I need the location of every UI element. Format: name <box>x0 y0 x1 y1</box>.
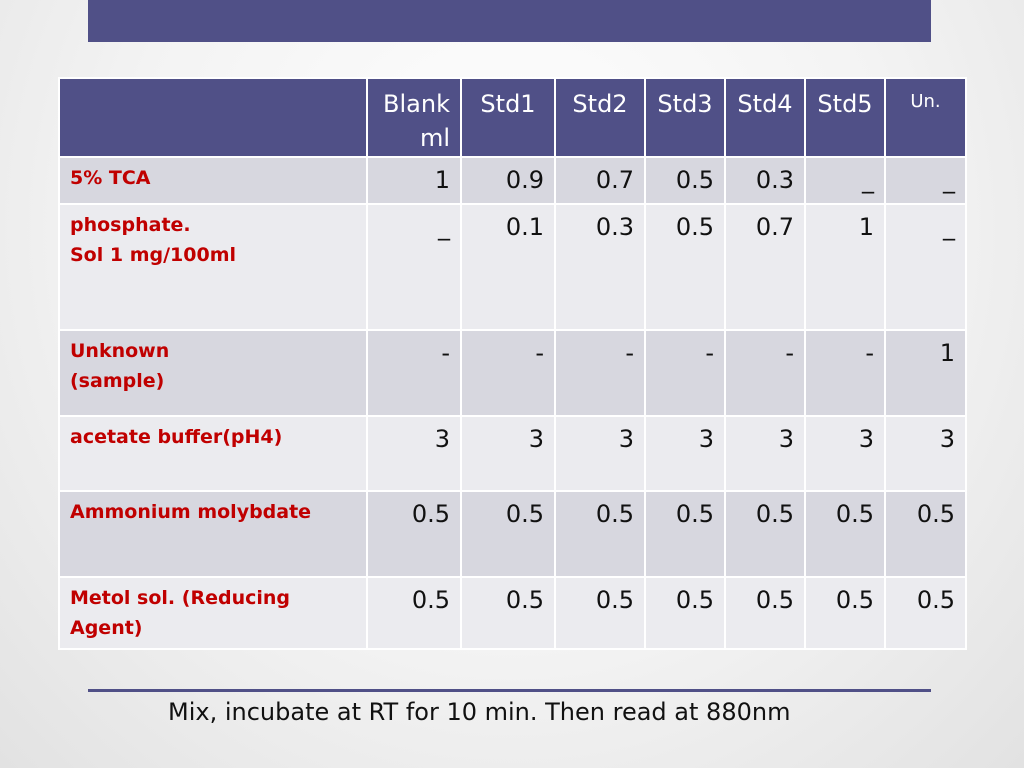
cell-value: _ <box>884 156 967 205</box>
cell-value: 0.5 <box>366 576 462 650</box>
title-bar <box>88 0 931 42</box>
header-cell-std4: Std4 <box>724 77 806 158</box>
cell-value: 0.3 <box>554 203 646 331</box>
header-cell-label <box>58 77 368 158</box>
cell-value: 0.1 <box>460 203 556 331</box>
cell-value: 0.5 <box>884 490 967 578</box>
divider-line <box>88 689 931 692</box>
cell-value: 3 <box>366 415 462 492</box>
cell-value: - <box>460 329 556 417</box>
cell-value: 0.7 <box>554 156 646 205</box>
cell-value: 3 <box>644 415 726 492</box>
cell-value: 3 <box>460 415 556 492</box>
cell-value: 1 <box>804 203 886 331</box>
row-label: Metol sol. (Reducing Agent) <box>58 576 368 650</box>
cell-value: 0.5 <box>644 490 726 578</box>
header-cell-std2: Std2 <box>554 77 646 158</box>
cell-value: 0.5 <box>460 576 556 650</box>
cell-value: - <box>644 329 726 417</box>
cell-value: 0.5 <box>724 490 806 578</box>
cell-value: 0.5 <box>460 490 556 578</box>
table-row: Unknown (sample) - - - - - - 1 <box>58 329 967 417</box>
cell-value: - <box>554 329 646 417</box>
cell-value: 1 <box>884 329 967 417</box>
cell-value: 0.5 <box>366 490 462 578</box>
row-label: Ammonium molybdate <box>58 490 368 578</box>
cell-value: 3 <box>884 415 967 492</box>
cell-value: 3 <box>724 415 806 492</box>
header-cell-blank: Blank ml <box>366 77 462 158</box>
footer-note: Mix, incubate at RT for 10 min. Then rea… <box>168 698 791 726</box>
header-row: Blank ml Std1 Std2 Std3 Std4 Std5 Un. <box>58 77 967 158</box>
cell-value: - <box>366 329 462 417</box>
cell-value: 0.7 <box>724 203 806 331</box>
cell-value: 0.5 <box>554 490 646 578</box>
cell-value: 0.5 <box>804 576 886 650</box>
row-label: 5% TCA <box>58 156 368 205</box>
cell-value: 0.9 <box>460 156 556 205</box>
cell-value: 0.5 <box>804 490 886 578</box>
header-cell-std1: Std1 <box>460 77 556 158</box>
cell-value: 0.5 <box>724 576 806 650</box>
cell-value: 1 <box>366 156 462 205</box>
cell-value: 0.5 <box>644 203 726 331</box>
cell-value: 0.5 <box>644 156 726 205</box>
table-row: phosphate. Sol 1 mg/100ml _ 0.1 0.3 0.5 … <box>58 203 967 331</box>
cell-value: 0.5 <box>884 576 967 650</box>
header-cell-unknown: Un. <box>884 77 967 158</box>
header-cell-std3: Std3 <box>644 77 726 158</box>
table-row: Metol sol. (Reducing Agent) 0.5 0.5 0.5 … <box>58 576 967 650</box>
reagent-table: Blank ml Std1 Std2 Std3 Std4 Std5 Un. 5%… <box>58 77 967 650</box>
row-label: acetate buffer(pH4) <box>58 415 368 492</box>
row-label-line: phosphate. Sol 1 mg/100ml <box>70 214 237 266</box>
header-cell-std5: Std5 <box>804 77 886 158</box>
cell-value: 0.5 <box>554 576 646 650</box>
table-row: Ammonium molybdate 0.5 0.5 0.5 0.5 0.5 0… <box>58 490 967 578</box>
row-label: phosphate. Sol 1 mg/100ml <box>58 203 368 331</box>
cell-value: 3 <box>554 415 646 492</box>
cell-value: _ <box>884 203 967 331</box>
cell-value: _ <box>366 203 462 331</box>
table-row: 5% TCA 1 0.9 0.7 0.5 0.3 _ _ <box>58 156 967 205</box>
cell-value: - <box>724 329 806 417</box>
table-row: acetate buffer(pH4) 3 3 3 3 3 3 3 <box>58 415 967 492</box>
cell-value: - <box>804 329 886 417</box>
row-label: Unknown (sample) <box>58 329 368 417</box>
cell-value: 0.5 <box>644 576 726 650</box>
cell-value: 3 <box>804 415 886 492</box>
cell-value: _ <box>804 156 886 205</box>
cell-value: 0.3 <box>724 156 806 205</box>
row-label-line: Unknown (sample) <box>70 340 170 392</box>
